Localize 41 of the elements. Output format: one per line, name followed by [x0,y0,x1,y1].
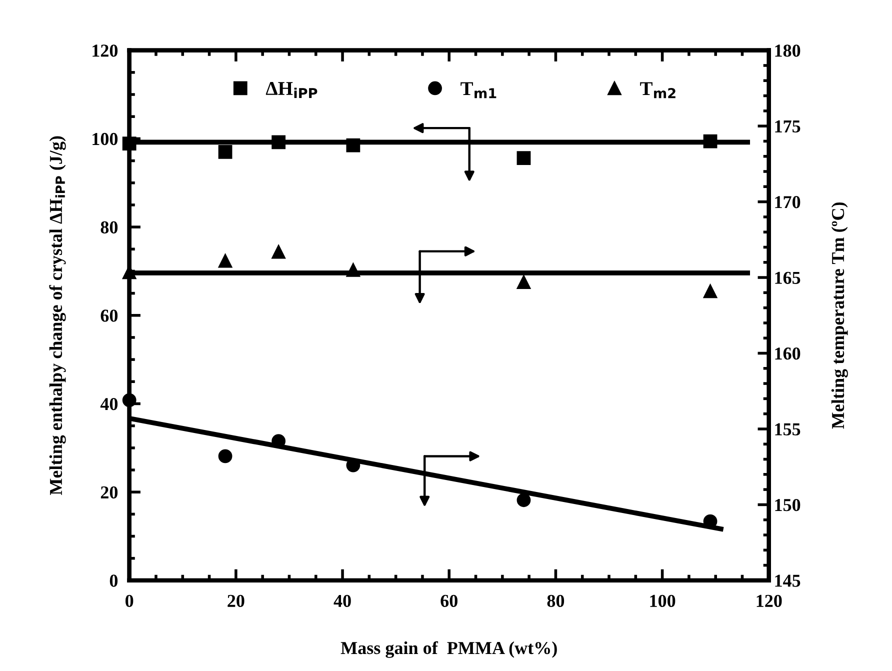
y-tick-label: 60 [100,310,118,322]
point [272,244,286,259]
point [218,144,232,159]
legend-label: T$_{m1}$ [460,82,496,98]
point [516,151,531,166]
y2-tick-label: 170 [775,196,800,208]
y-axis-title: Melting enthalpy change of crystal ΔH$_{iPP}$ (J/g) [49,136,66,495]
x-tick-label: 60 [440,594,458,608]
legend-label: T$_{m2}$ [640,82,676,98]
point [703,134,718,148]
x-tick-label: 100 [650,594,676,608]
y-tick-label: 80 [100,221,118,234]
point [346,262,360,277]
legend-label: ΔH$_{iPP}$ [266,82,318,98]
point [516,275,531,289]
y-tick-label: 100 [92,132,118,146]
x-axis-title: Mass gain of PMMA (wt%) [340,641,557,658]
point [272,135,286,150]
y-tick-label: 40 [100,398,118,410]
y2-tick-label: 145 [775,574,800,587]
point [516,493,531,508]
point [703,284,718,298]
point [346,138,360,152]
y2-axis-title: Melting temperature Tm (ºC) [831,202,848,429]
y2-tick-label: 180 [775,44,800,57]
x-tick-label: 120 [756,594,782,608]
y-tick-label: 20 [100,486,118,499]
point [122,393,136,408]
y-tick-label: 0 [110,574,118,587]
x-tick-label: 80 [547,594,564,608]
x-tick-label: 20 [228,594,244,608]
y-tick-label: 120 [92,44,118,57]
y2-tick-label: 165 [775,272,800,284]
point [218,449,232,464]
x-tick-label: 40 [334,594,351,608]
y2-tick-label: 155 [775,423,800,436]
x-tick-label: 0 [126,594,134,608]
y2-tick-label: 150 [775,498,800,512]
y2-tick-label: 175 [775,120,800,132]
point [218,254,232,268]
y2-tick-label: 160 [775,347,800,360]
